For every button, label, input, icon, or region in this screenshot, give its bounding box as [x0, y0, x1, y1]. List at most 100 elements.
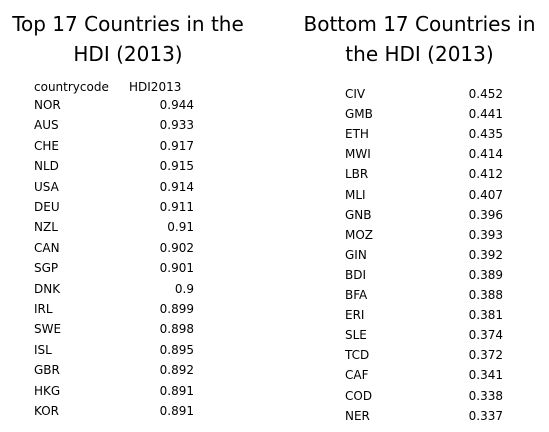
header-hdi2013: HDI2013 — [129, 80, 182, 94]
header-countrycode: countrycode — [34, 80, 109, 94]
country-code: LBR — [345, 167, 369, 182]
hdi-value: 0.9 — [174, 281, 194, 296]
table-row: USA 0.914 — [34, 177, 194, 197]
hdi-value: 0.915 — [159, 159, 194, 174]
table-row: SLE 0.374 — [345, 325, 503, 345]
table-row: NZL 0.91 — [34, 217, 194, 237]
hdi-value: 0.372 — [468, 348, 503, 363]
country-code: MOZ — [345, 227, 374, 242]
hdi-value: 0.895 — [159, 342, 194, 357]
country-code: GBR — [34, 363, 60, 378]
hdi-value: 0.396 — [468, 207, 503, 222]
country-code: KOR — [34, 404, 59, 418]
hdi-value: 0.901 — [159, 261, 194, 276]
bottom-title-line1: Bottom 17 Countries in — [303, 12, 536, 36]
hdi-value: 0.435 — [468, 127, 503, 142]
hdi-value: 0.91 — [167, 220, 194, 235]
country-code: ERI — [345, 308, 365, 323]
table-row: AUS 0.933 — [34, 115, 194, 135]
hdi-value: 0.414 — [468, 147, 503, 162]
hdi-value: 0.891 — [159, 404, 194, 418]
table-row: DEU 0.911 — [34, 197, 194, 217]
hdi-value: 0.374 — [468, 328, 503, 343]
top-title: Top 17 Countries in the HDI (2013) — [2, 9, 254, 69]
country-code: NOR — [34, 98, 61, 112]
table-row: IRL 0.899 — [34, 299, 194, 319]
hdi-value: 0.393 — [468, 227, 503, 242]
hdi-value: 0.388 — [468, 288, 503, 302]
country-code: AUS — [34, 118, 59, 133]
table-row: CHE 0.917 — [34, 136, 194, 156]
country-code: GNB — [345, 207, 372, 222]
country-code: SWE — [34, 322, 62, 337]
country-code: NLD — [34, 159, 59, 174]
hdi-value: 0.412 — [468, 167, 503, 182]
hdi-value: 0.341 — [468, 368, 503, 383]
table-row: KOR 0.891 — [34, 401, 194, 421]
table-row: GBR 0.892 — [34, 360, 194, 380]
hdi-value: 0.911 — [159, 200, 194, 214]
country-code: CIV — [345, 87, 366, 101]
table-row: COD 0.338 — [345, 386, 503, 406]
table-row: ERI 0.381 — [345, 305, 503, 325]
country-code: MLI — [345, 187, 366, 202]
country-code: NER — [345, 408, 370, 423]
top-title-line2: HDI (2013) — [73, 42, 183, 66]
country-code: GMB — [345, 107, 373, 122]
table-row: HKG 0.891 — [34, 381, 194, 401]
country-code: TCD — [345, 348, 370, 363]
country-code: MWI — [345, 147, 371, 162]
country-code: CHE — [34, 138, 59, 153]
country-code: DNK — [34, 281, 61, 296]
country-code: IRL — [34, 302, 53, 316]
table-row: CAF 0.341 — [345, 365, 503, 385]
hdi-value: 0.338 — [468, 388, 503, 403]
table-row: NER 0.337 — [345, 406, 503, 426]
hdi-value: 0.452 — [468, 87, 503, 101]
table-row: BDI 0.389 — [345, 265, 503, 285]
table-row: MLI 0.407 — [345, 185, 503, 205]
country-code: GIN — [345, 247, 367, 262]
country-code: SLE — [345, 328, 367, 343]
table-row: TCD 0.372 — [345, 345, 503, 365]
country-code: COD — [345, 388, 373, 403]
table-row: NOR 0.944 — [34, 95, 194, 115]
country-code: HKG — [34, 383, 61, 398]
hdi-value: 0.902 — [159, 240, 194, 255]
bottom-title: Bottom 17 Countries in the HDI (2013) — [290, 9, 549, 69]
table-row: MOZ 0.393 — [345, 225, 503, 245]
table-row: GIN 0.392 — [345, 245, 503, 265]
hdi-value: 0.407 — [468, 187, 503, 202]
table-row: NLD 0.915 — [34, 156, 194, 176]
table-row: MWI 0.414 — [345, 144, 503, 164]
hdi-value: 0.899 — [159, 302, 194, 316]
table-row: ISL 0.895 — [34, 340, 194, 360]
table-row: GNB 0.396 — [345, 205, 503, 225]
table-row: SGP 0.901 — [34, 258, 194, 278]
table-row: CAN 0.902 — [34, 238, 194, 258]
country-code: NZL — [34, 220, 58, 235]
table-row: LBR 0.412 — [345, 164, 503, 184]
table-row: DNK 0.9 — [34, 279, 194, 299]
table-row: CIV 0.452 — [345, 84, 503, 104]
top-table-header: countrycode HDI2013 — [34, 77, 194, 97]
country-code: USA — [34, 179, 59, 194]
country-code: DEU — [34, 200, 60, 214]
top-title-line1: Top 17 Countries in the — [12, 12, 244, 36]
country-code: BDI — [345, 267, 367, 282]
hdi-value: 0.898 — [159, 322, 194, 337]
table-row: SWE 0.898 — [34, 319, 194, 339]
table-row: ETH 0.435 — [345, 124, 503, 144]
hdi-value: 0.892 — [159, 363, 194, 378]
hdi-value: 0.944 — [159, 98, 194, 112]
hdi-value: 0.917 — [159, 138, 194, 153]
country-code: ISL — [34, 342, 52, 357]
country-code: ETH — [345, 127, 369, 142]
table-row: BFA 0.388 — [345, 285, 503, 305]
table-row: GMB 0.441 — [345, 104, 503, 124]
country-code: BFA — [345, 288, 368, 302]
country-code: CAF — [345, 368, 369, 383]
hdi-value: 0.914 — [159, 179, 194, 194]
hdi-value: 0.441 — [468, 107, 503, 122]
hdi-value: 0.389 — [468, 267, 503, 282]
